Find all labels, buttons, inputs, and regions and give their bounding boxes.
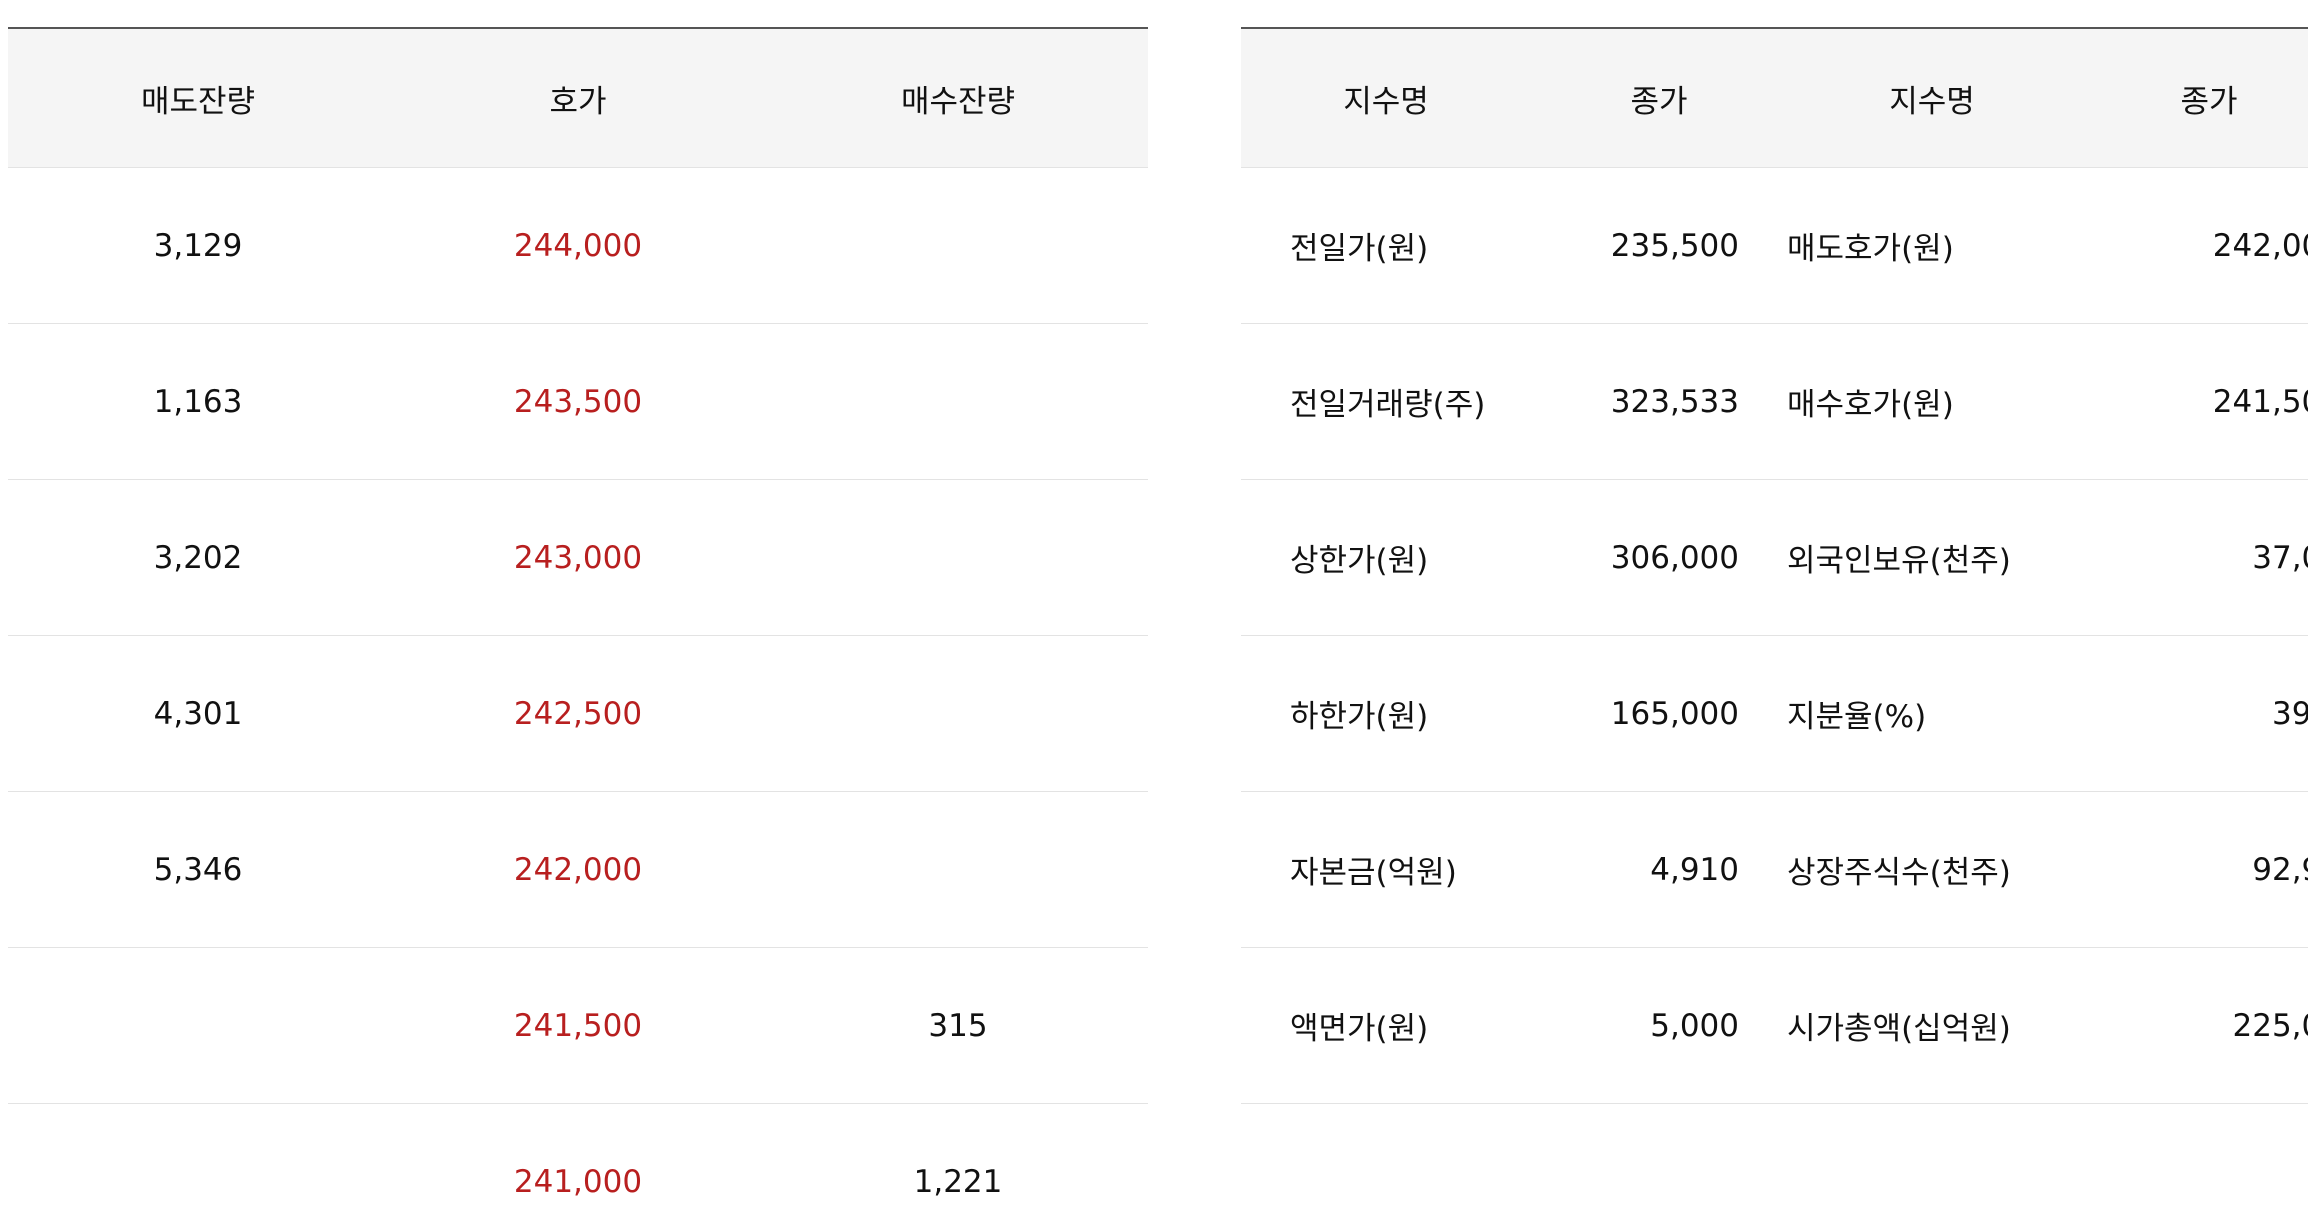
- info-label: 전일거래량(주): [1241, 323, 1531, 480]
- stock-info-row: 하한가(원) 165,000 지분율(%) 39.8: [1241, 635, 2308, 792]
- ask-qty: [8, 947, 388, 1104]
- info-value: 306,000: [1531, 479, 1787, 636]
- ask-qty: 4,301: [8, 635, 388, 792]
- info-label: 외국인보유(천주): [1787, 479, 2077, 636]
- column-header-bid-qty: 매수잔량: [768, 27, 1148, 168]
- bid-qty: [768, 479, 1148, 636]
- info-label: 매도호가(원): [1787, 167, 2077, 324]
- stock-info-row: 자본금(억원) 4,910 상장주식수(천주) 92,99: [1241, 791, 2308, 948]
- info-value: 5,000: [1531, 947, 1787, 1104]
- info-value: 235,500: [1531, 167, 1787, 324]
- orderbook-row: 1,163 243,500: [8, 323, 1148, 480]
- info-label: 상한가(원): [1241, 479, 1531, 636]
- column-header-close: 종가: [2077, 27, 2308, 168]
- column-header-close: 종가: [1531, 27, 1787, 168]
- info-value: 37,09: [2077, 479, 2308, 636]
- orderbook-row: 241,000 1,221: [8, 1104, 1148, 1228]
- ask-qty: 5,346: [8, 791, 388, 948]
- orderbook-table: 매도잔량 호가 매수잔량 3,129 244,000 1,163 243,500…: [8, 27, 1148, 1228]
- ask-qty: [8, 1104, 388, 1228]
- orderbook-row: 3,202 243,000: [8, 479, 1148, 636]
- info-label: 매수호가(원): [1787, 323, 2077, 480]
- price: 244,000: [388, 167, 768, 324]
- info-label: 시가총액(십억원): [1787, 947, 2077, 1104]
- price: 241,000: [513, 1163, 643, 1200]
- stock-info-row: 액면가(원) 5,000 시가총액(십억원) 225,04: [1241, 947, 2308, 1104]
- orderbook-row: 5,346 242,000: [8, 791, 1148, 948]
- bid-qty: 1,221: [913, 1163, 1003, 1200]
- bid-qty: [768, 791, 1148, 948]
- info-value: 4,910: [1531, 791, 1787, 948]
- orderbook-header-row: 매도잔량 호가 매수잔량: [8, 27, 1148, 168]
- price: 243,000: [388, 479, 768, 636]
- info-label: 자본금(억원): [1241, 791, 1531, 948]
- column-header-ask-qty: 매도잔량: [8, 27, 388, 168]
- orderbook-row: 3,129 244,000: [8, 167, 1148, 324]
- info-label: 전일가(원): [1241, 167, 1531, 324]
- info-label: 액면가(원): [1241, 947, 1531, 1104]
- stock-info-row: 전일가(원) 235,500 매도호가(원) 242,000: [1241, 167, 2308, 324]
- ask-qty: 3,202: [8, 479, 388, 636]
- info-label: 하한가(원): [1241, 635, 1531, 792]
- bid-qty: [768, 323, 1148, 480]
- price: 243,500: [388, 323, 768, 480]
- stock-info-row: 상한가(원) 306,000 외국인보유(천주) 37,09: [1241, 479, 2308, 636]
- price: 241,500: [388, 947, 768, 1104]
- info-label: 상장주식수(천주): [1787, 791, 2077, 948]
- orderbook-row: 241,500 315: [8, 947, 1148, 1104]
- orderbook-row: 4,301 242,500: [8, 635, 1148, 792]
- price: 242,000: [388, 791, 768, 948]
- ask-qty: 1,163: [8, 323, 388, 480]
- column-header-price: 호가: [388, 27, 768, 168]
- stock-info-row: 전일거래량(주) 323,533 매수호가(원) 241,500: [1241, 323, 2308, 480]
- info-value: 323,533: [1531, 323, 1787, 480]
- column-header-name: 지수명: [1241, 27, 1531, 168]
- info-label: 지분율(%): [1787, 635, 2077, 792]
- stock-info-header-row: 지수명 종가 지수명 종가: [1241, 27, 2308, 168]
- bid-qty: [768, 635, 1148, 792]
- info-value: 165,000: [1531, 635, 1787, 792]
- bid-qty: 315: [768, 947, 1148, 1104]
- info-value: 92,99: [2077, 791, 2308, 948]
- info-value: 39.8: [2077, 635, 2308, 792]
- stock-info-table: 지수명 종가 지수명 종가 전일가(원) 235,500 매도호가(원) 242…: [1241, 27, 2308, 1104]
- info-value: 225,04: [2077, 947, 2308, 1104]
- info-value: 241,500: [2077, 323, 2308, 480]
- bid-qty: [768, 167, 1148, 324]
- column-header-name: 지수명: [1787, 27, 2077, 168]
- price: 242,500: [388, 635, 768, 792]
- ask-qty: 3,129: [8, 167, 388, 324]
- info-value: 242,000: [2077, 167, 2308, 324]
